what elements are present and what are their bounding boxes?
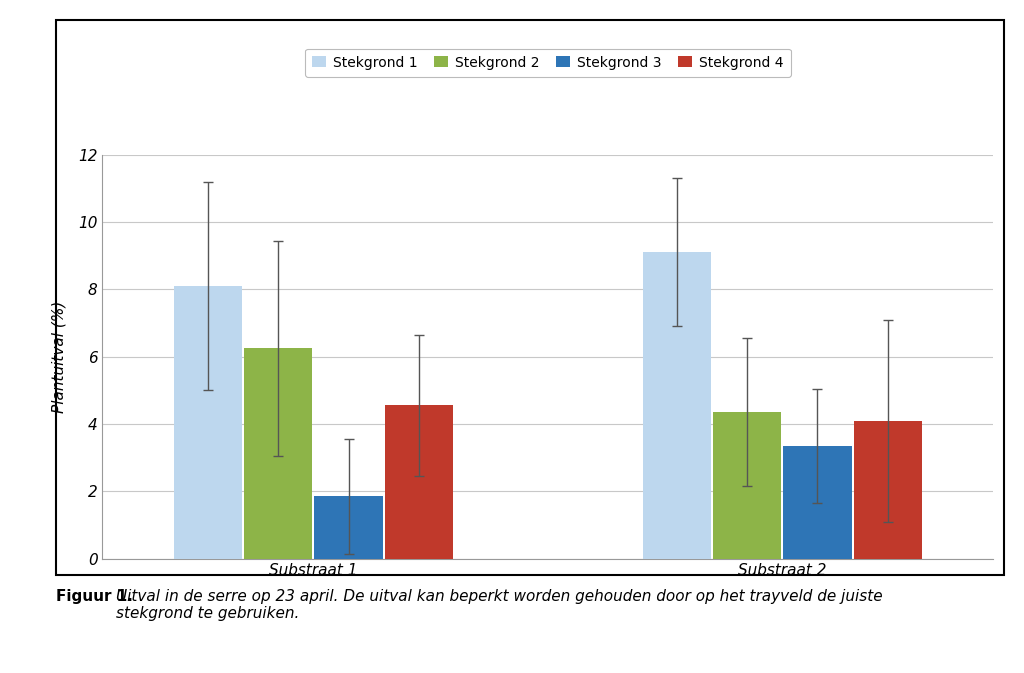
Bar <box>854 421 922 559</box>
Bar <box>244 349 312 559</box>
Legend: Stekgrond 1, Stekgrond 2, Stekgrond 3, Stekgrond 4: Stekgrond 1, Stekgrond 2, Stekgrond 3, S… <box>305 48 791 77</box>
Bar <box>385 405 453 559</box>
Bar <box>314 497 383 559</box>
Y-axis label: Plantuitval (%): Plantuitval (%) <box>52 301 67 413</box>
Bar <box>713 412 781 559</box>
Bar <box>643 252 711 559</box>
Text: Figuur 1.: Figuur 1. <box>56 589 133 604</box>
Bar <box>783 446 852 559</box>
Bar <box>174 286 242 559</box>
Text: Uitval in de serre op 23 april. De uitval kan beperkt worden gehouden door op he: Uitval in de serre op 23 april. De uitva… <box>116 589 883 621</box>
